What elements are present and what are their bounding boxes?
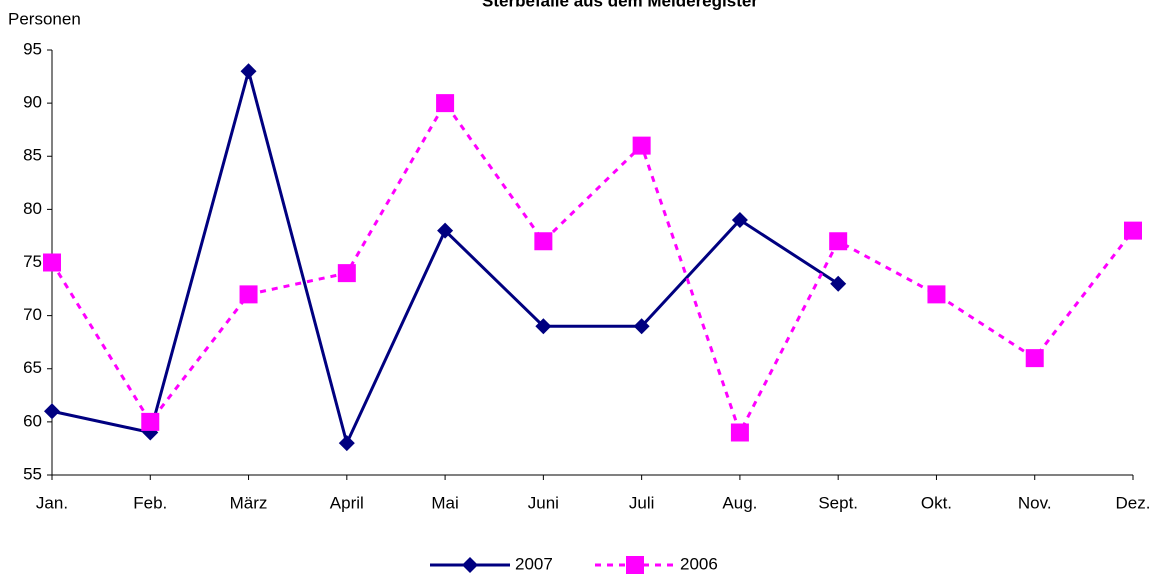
- x-tick-label: Aug.: [722, 493, 757, 512]
- y-tick-label: 75: [23, 252, 42, 271]
- square-marker: [730, 423, 749, 442]
- y-tick-label: 60: [23, 411, 42, 430]
- x-tick-label: Jan.: [36, 493, 68, 512]
- x-tick-label: Nov.: [1018, 493, 1052, 512]
- y-tick-label: 80: [23, 199, 42, 218]
- diamond-marker: [462, 557, 478, 573]
- square-marker: [1124, 221, 1142, 240]
- series-line: [51, 65, 839, 448]
- legend-label: 2007: [515, 554, 553, 573]
- x-tick-label: Feb.: [133, 493, 167, 512]
- square-marker: [239, 285, 258, 304]
- x-tick-label: April: [330, 493, 364, 512]
- square-marker: [927, 285, 946, 304]
- square-marker: [829, 232, 848, 251]
- square-marker: [337, 264, 356, 283]
- y-tick-label: 55: [23, 464, 42, 483]
- x-tick-label: Juni: [528, 493, 559, 512]
- diamond-marker: [535, 318, 552, 335]
- y-tick-label: 85: [23, 146, 42, 165]
- y-tick-label: 65: [23, 358, 42, 377]
- diamond-marker: [633, 318, 650, 335]
- square-marker: [534, 232, 553, 251]
- x-tick-label: Okt.: [921, 493, 952, 512]
- chart-title: Sterbefälle aus dem Melderegister: [482, 0, 758, 10]
- square-marker: [436, 94, 455, 113]
- diamond-marker: [830, 275, 847, 292]
- x-tick-label: Juli: [629, 493, 655, 512]
- y-tick-label: 70: [23, 305, 42, 324]
- diamond-marker: [240, 63, 257, 80]
- y-tick-label: 95: [23, 39, 42, 58]
- square-marker: [632, 136, 651, 155]
- square-marker: [43, 253, 61, 272]
- diamond-marker: [338, 435, 355, 452]
- diamond-marker: [44, 403, 60, 420]
- square-marker: [1025, 349, 1044, 368]
- x-tick-label: Dez.: [1116, 493, 1151, 512]
- diamond-marker: [731, 212, 748, 228]
- y-axis-label: Personen: [8, 9, 81, 28]
- diamond-marker: [437, 222, 454, 239]
- x-tick-label: März: [230, 493, 268, 512]
- x-tick-label: Mai: [431, 493, 458, 512]
- square-marker: [141, 412, 160, 431]
- legend-label: 2006: [680, 554, 718, 573]
- x-tick-label: Sept.: [818, 493, 858, 512]
- y-tick-label: 90: [23, 93, 42, 112]
- square-marker: [626, 556, 644, 574]
- series-line: [50, 100, 1135, 437]
